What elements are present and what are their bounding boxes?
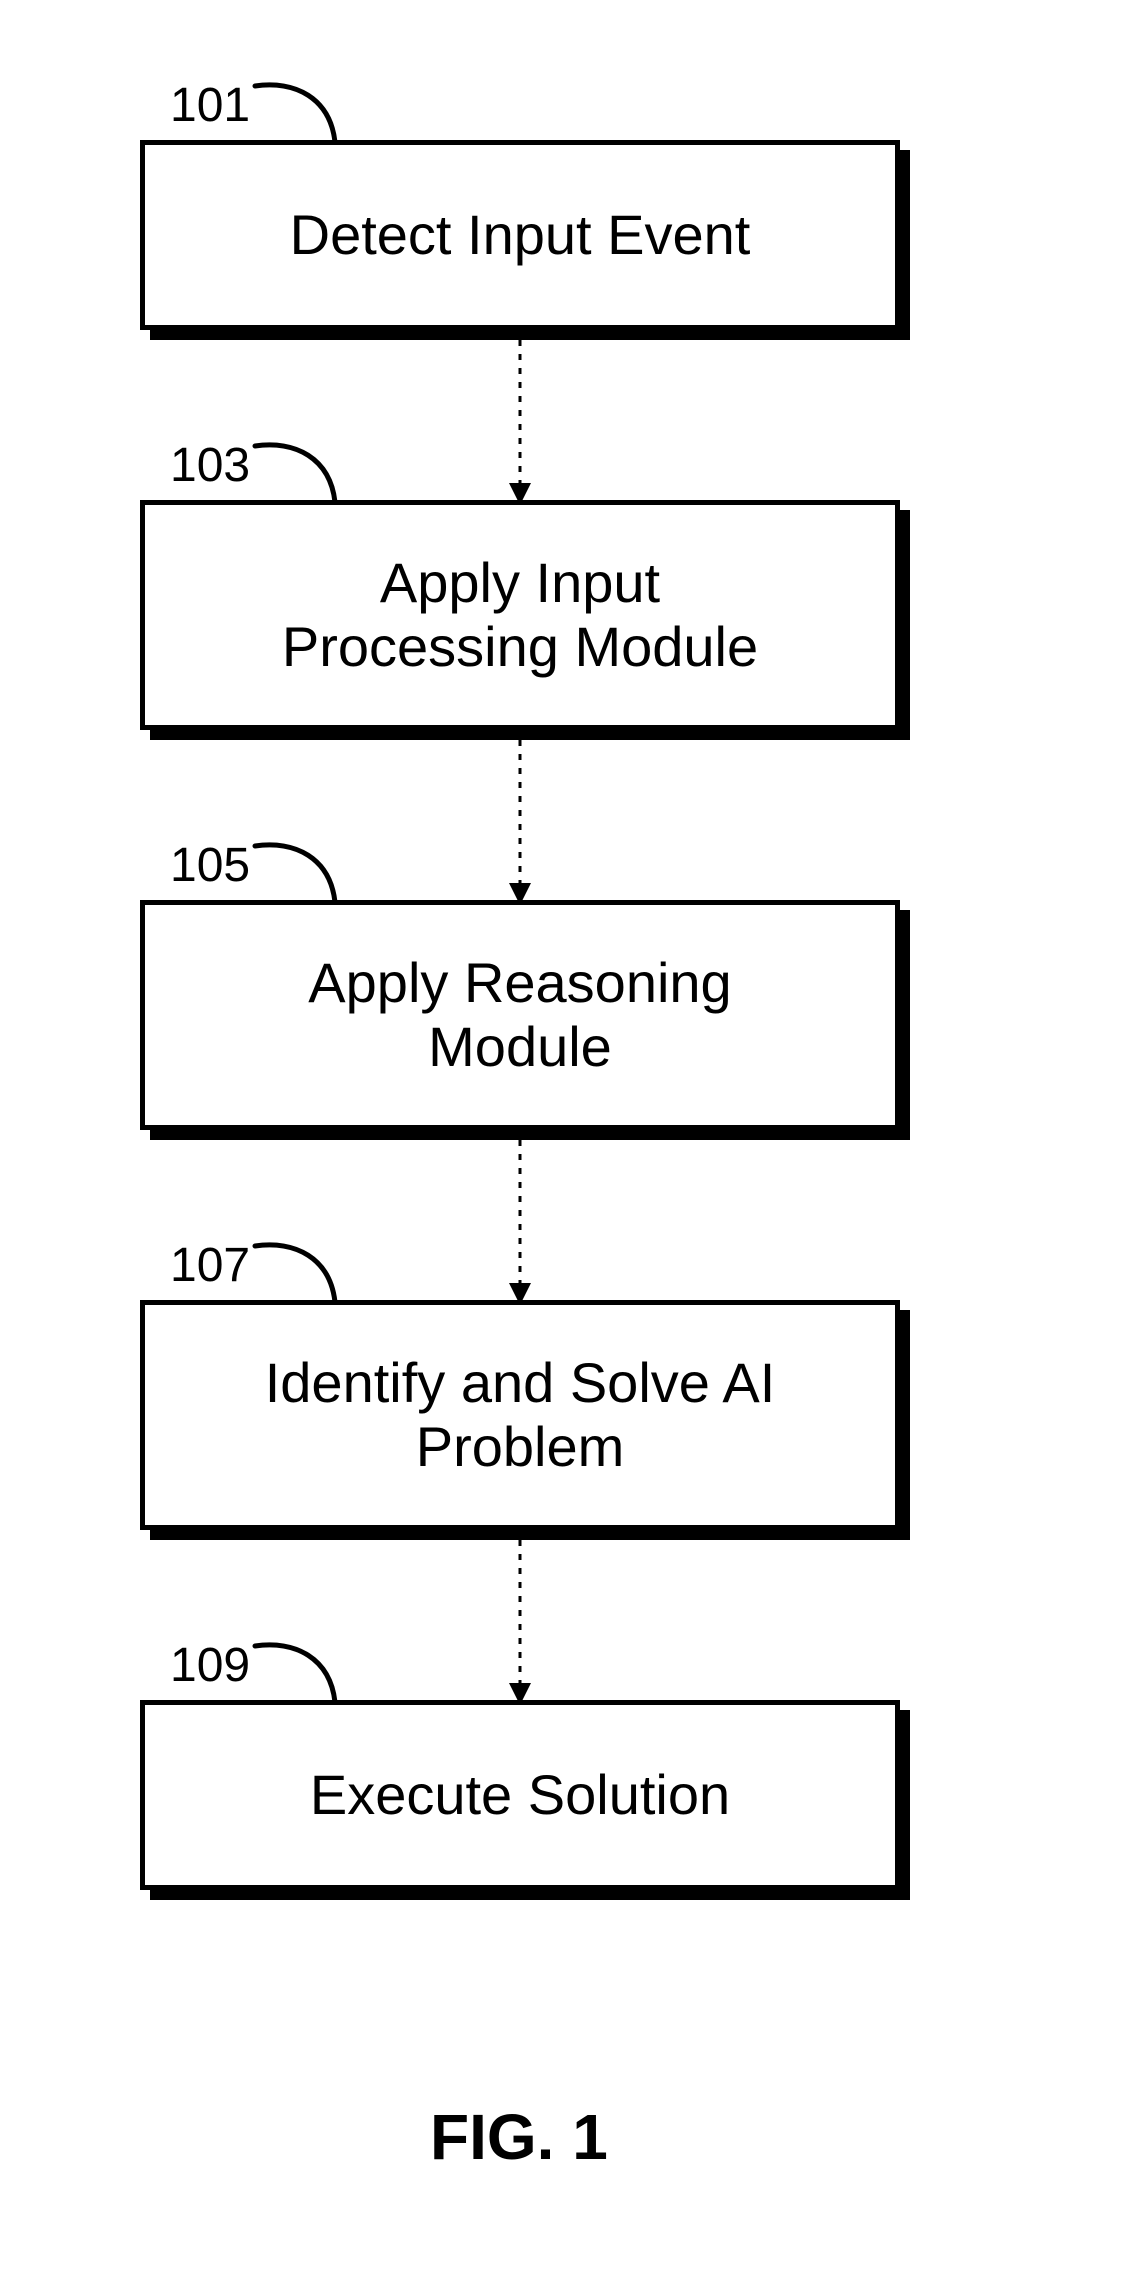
flow-node-ref-label: 107 (170, 1238, 250, 1293)
edges-layer (0, 0, 1139, 2290)
flow-node-box: Execute Solution (140, 1700, 900, 1890)
flow-node-ref-tick (250, 68, 370, 148)
flow-node-ref-label: 109 (170, 1638, 250, 1693)
flow-node-box: Detect Input Event (140, 140, 900, 330)
flow-node-ref-tick (250, 1628, 370, 1708)
flow-node-ref-tick (250, 428, 370, 508)
flow-node-box: Identify and Solve AI Problem (140, 1300, 900, 1530)
figure-caption: FIG. 1 (430, 2100, 608, 2174)
flow-node-ref-tick (250, 828, 370, 908)
flow-node-ref-label: 101 (170, 78, 250, 133)
flow-node-box: Apply Reasoning Module (140, 900, 900, 1130)
flow-node-ref-label: 103 (170, 438, 250, 493)
flowchart-canvas: { "figure": { "caption": "FIG. 1", "capt… (0, 0, 1139, 2290)
flow-node-box: Apply Input Processing Module (140, 500, 900, 730)
flow-node-ref-label: 105 (170, 838, 250, 893)
flow-node-ref-tick (250, 1228, 370, 1308)
